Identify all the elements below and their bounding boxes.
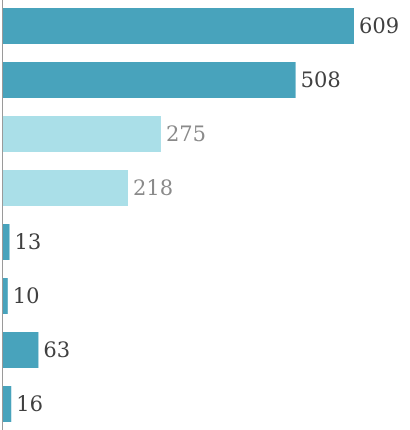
value-label-8: 16 [16, 392, 43, 416]
value-label-1: 609 [359, 14, 399, 38]
value-label-4: 218 [133, 176, 173, 200]
value-label-6: 10 [13, 284, 40, 308]
bar-5 [2, 224, 10, 260]
value-label-5: 13 [15, 230, 42, 254]
value-label-3: 275 [166, 122, 206, 146]
value-labels-group: 609 508 275 218 13 10 63 16 [13, 14, 399, 416]
bar-3 [2, 116, 161, 152]
bar-8 [2, 386, 12, 422]
bar-6 [2, 278, 8, 314]
bar-1 [2, 8, 354, 44]
bar-7 [2, 332, 39, 368]
value-label-2: 508 [301, 68, 341, 92]
bar-2 [2, 62, 296, 98]
value-label-7: 63 [43, 338, 70, 362]
bar-4 [2, 170, 129, 206]
bars-group [2, 8, 354, 422]
